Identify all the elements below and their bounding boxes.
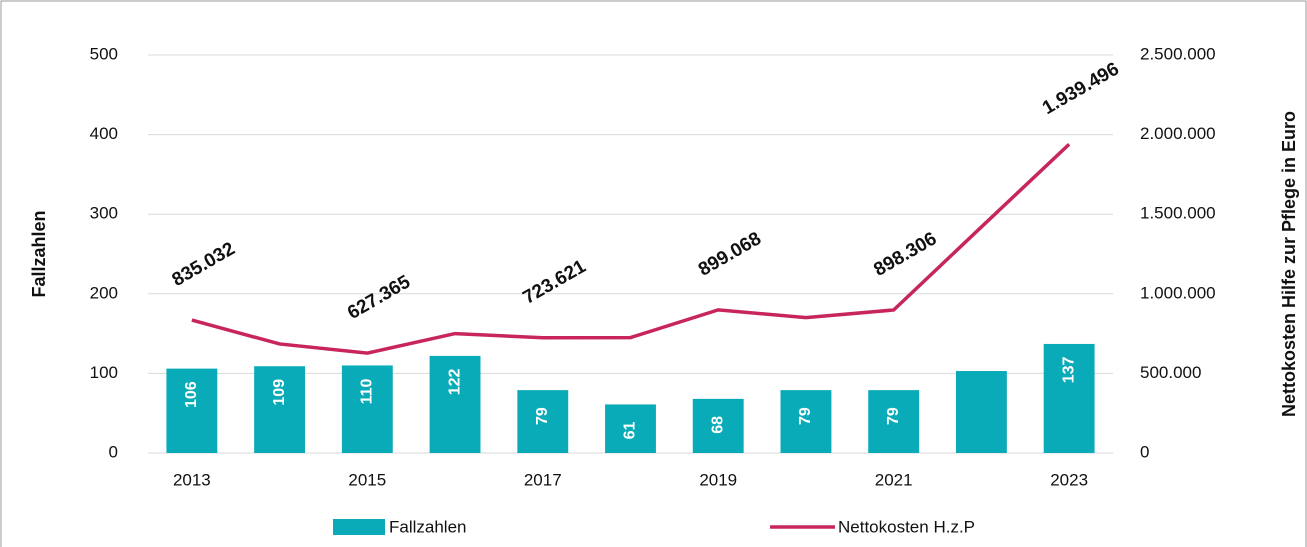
bar-label: 79 — [797, 407, 814, 425]
bar-label: 68 — [709, 416, 726, 434]
y-tick-label: 100 — [90, 363, 118, 382]
bar-label: 109 — [271, 379, 288, 406]
line-label: 899.068 — [695, 228, 765, 281]
bar-label: 137 — [1060, 357, 1077, 384]
x-tick-label: 2021 — [875, 470, 913, 489]
bar — [341, 365, 393, 453]
bar — [692, 398, 744, 453]
y-tick-label: 200 — [90, 283, 118, 302]
line — [191, 142, 1071, 355]
line-label: 898.306 — [870, 228, 940, 281]
bar — [868, 390, 920, 453]
legend-label: Nettokosten H.z.P — [838, 517, 975, 536]
y2-tick-label: 1.000.000 — [1140, 283, 1216, 302]
bar — [429, 355, 481, 453]
y2-axis-title: Nettokosten Hilfe zur Pflege in Euro — [1279, 111, 1299, 417]
bar — [1043, 343, 1095, 453]
bar — [254, 366, 306, 453]
x-tick-label: 2013 — [173, 470, 211, 489]
bar — [605, 404, 656, 453]
x-tick-label: 2015 — [348, 470, 386, 489]
bar-label: 61 — [622, 421, 639, 439]
y-tick-label: 500 — [90, 44, 118, 63]
y2-tick-label: 1.500.000 — [1140, 204, 1216, 223]
legend-swatch — [333, 519, 385, 535]
line-label: 1.939.496 — [1039, 59, 1123, 119]
bar-label: 110 — [359, 378, 376, 404]
y2-tick-label: 0 — [1140, 442, 1149, 461]
x-tick-label: 2019 — [699, 470, 737, 489]
y-tick-label: 0 — [109, 442, 118, 461]
bar — [166, 368, 218, 453]
line-label: 835.032 — [169, 238, 239, 291]
bar — [955, 371, 1007, 453]
x-tick-label: 2017 — [524, 470, 562, 489]
bar-label: 79 — [534, 407, 551, 425]
bar — [517, 390, 569, 453]
y-tick-label: 300 — [90, 204, 118, 223]
legend-label: Fallzahlen — [389, 517, 467, 536]
line-label: 723.621 — [520, 256, 590, 309]
y2-tick-label: 500.000 — [1140, 363, 1201, 382]
y2-tick-label: 2.000.000 — [1140, 124, 1216, 143]
bar-label: 79 — [885, 407, 902, 425]
y2-tick-label: 2.500.000 — [1140, 44, 1216, 63]
x-tick-label: 2023 — [1050, 470, 1088, 489]
bar-label: 122 — [446, 368, 463, 395]
y-tick-label: 400 — [90, 124, 118, 143]
bar — [780, 390, 832, 453]
y-axis-title: Fallzahlen — [29, 210, 49, 297]
line-label: 627.365 — [344, 271, 414, 324]
bar-label: 106 — [183, 381, 200, 408]
